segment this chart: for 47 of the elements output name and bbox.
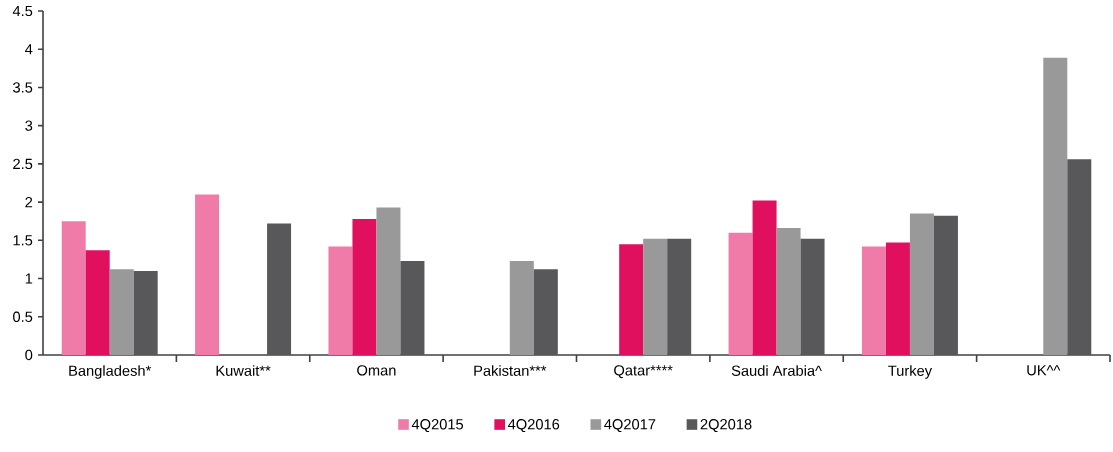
bar bbox=[861, 246, 886, 355]
bar bbox=[752, 200, 777, 355]
bar bbox=[776, 228, 801, 355]
y-tick-label: 3.5 bbox=[13, 82, 33, 93]
x-tick-label: UK^^ bbox=[1027, 365, 1061, 376]
x-tick-label: Saudi Arabia^ bbox=[731, 365, 822, 376]
bar bbox=[109, 269, 134, 355]
legend-label: 4Q2015 bbox=[411, 419, 464, 433]
legend-label: 2Q2018 bbox=[700, 419, 752, 433]
bar bbox=[509, 260, 534, 355]
x-tick-label: Oman bbox=[357, 365, 396, 376]
bar bbox=[61, 221, 86, 355]
x-tick-label: Kuwait** bbox=[216, 365, 271, 376]
bar bbox=[800, 238, 825, 355]
bar bbox=[909, 213, 934, 355]
bar bbox=[619, 244, 644, 355]
bar bbox=[195, 194, 220, 355]
y-tick-label: 4 bbox=[25, 44, 33, 55]
bar bbox=[643, 238, 668, 355]
y-tick-label: 4.5 bbox=[12, 5, 33, 17]
x-tick-label: Bangladesh* bbox=[69, 365, 152, 379]
bar bbox=[728, 232, 753, 355]
bar bbox=[1043, 57, 1068, 355]
x-tick-label: Pakistan*** bbox=[474, 365, 547, 376]
x-tick-label: Qatar**** bbox=[614, 365, 673, 379]
legend-label: 4Q2017 bbox=[604, 419, 656, 433]
bar bbox=[133, 270, 158, 355]
bar bbox=[933, 215, 958, 355]
bar bbox=[352, 218, 377, 355]
y-tick-label: 1.5 bbox=[13, 235, 33, 246]
y-tick-label: 2 bbox=[25, 197, 33, 208]
y-tick-label: 1 bbox=[25, 273, 33, 284]
y-tick-label: 2.5 bbox=[13, 158, 33, 170]
legend-label: 4Q2016 bbox=[507, 419, 560, 433]
bar bbox=[667, 238, 692, 355]
bar bbox=[533, 269, 558, 355]
bar bbox=[1067, 159, 1092, 355]
bar bbox=[885, 242, 910, 355]
y-tick-label: 0 bbox=[25, 349, 33, 361]
bar bbox=[267, 223, 292, 355]
x-tick-label: Turkey bbox=[888, 365, 933, 379]
bar bbox=[400, 260, 425, 355]
bar bbox=[376, 207, 401, 355]
y-tick-label: 3 bbox=[25, 120, 33, 131]
bar bbox=[85, 250, 110, 355]
y-tick-label: 0.5 bbox=[13, 311, 33, 322]
bar bbox=[328, 246, 353, 355]
